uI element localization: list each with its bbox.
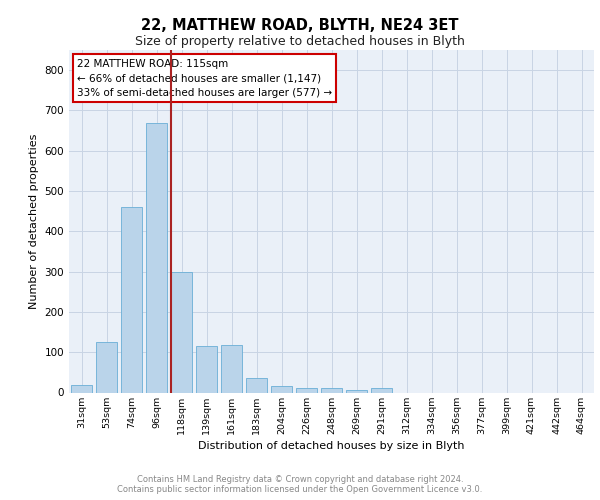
Text: 22 MATTHEW ROAD: 115sqm
← 66% of detached houses are smaller (1,147)
33% of semi: 22 MATTHEW ROAD: 115sqm ← 66% of detache… — [77, 58, 332, 98]
Bar — [321, 388, 342, 392]
Bar — [96, 342, 117, 392]
Bar — [346, 390, 367, 392]
Bar — [196, 346, 217, 393]
Bar — [221, 346, 242, 393]
Bar — [371, 388, 392, 392]
Bar — [171, 272, 192, 392]
Text: Contains HM Land Registry data © Crown copyright and database right 2024.
Contai: Contains HM Land Registry data © Crown c… — [118, 474, 482, 494]
Text: Size of property relative to detached houses in Blyth: Size of property relative to detached ho… — [135, 35, 465, 48]
Bar — [246, 378, 267, 392]
Bar — [271, 386, 292, 392]
X-axis label: Distribution of detached houses by size in Blyth: Distribution of detached houses by size … — [198, 440, 465, 450]
Text: 22, MATTHEW ROAD, BLYTH, NE24 3ET: 22, MATTHEW ROAD, BLYTH, NE24 3ET — [141, 18, 459, 32]
Y-axis label: Number of detached properties: Number of detached properties — [29, 134, 39, 309]
Bar — [146, 122, 167, 392]
Bar — [296, 388, 317, 392]
Bar — [121, 207, 142, 392]
Bar — [71, 385, 92, 392]
